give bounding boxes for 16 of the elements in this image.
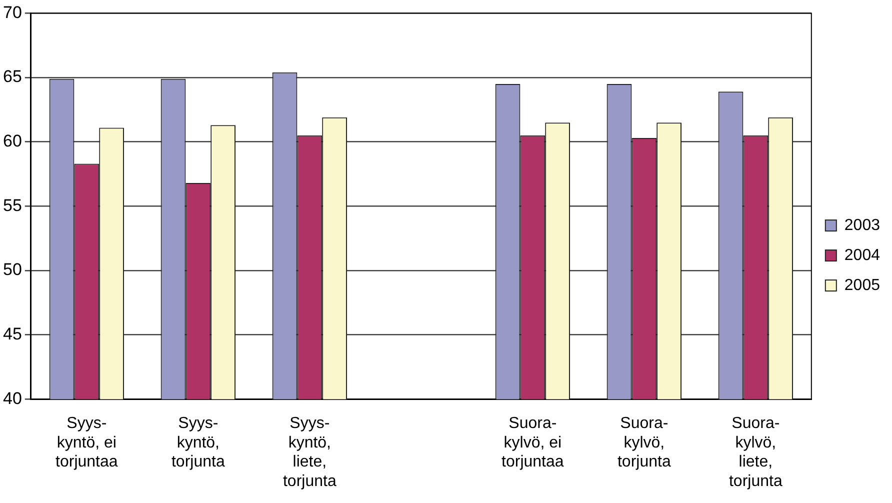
x-tick-label: Suora-kylvö, ei torjuntaa	[502, 415, 564, 471]
legend-label: 2003	[844, 216, 880, 234]
y-tick-label: 40	[2, 388, 22, 408]
y-tick-label: 50	[2, 260, 22, 280]
legend-label: 2005	[844, 276, 880, 294]
x-tick-label: Syys-kyntö, torjunta	[171, 415, 225, 471]
y-tick-label: 55	[2, 196, 22, 215]
y-tick-label: 70	[2, 2, 22, 22]
x-tick-label: Suora-kylvö, liete, torjunta	[728, 415, 782, 490]
y-tick-label: 60	[2, 132, 22, 151]
legend-label: 2004	[844, 246, 880, 264]
y-tick-label: 45	[2, 324, 22, 344]
x-tick-label: Syys-kyntö, ei torjuntaa	[56, 415, 118, 471]
x-tick-label: Syys-kyntö, liete, torjunta	[282, 415, 336, 490]
x-tick-label: Suora-kylvö, torjunta	[617, 415, 671, 471]
y-tick-label: 65	[2, 67, 22, 86]
